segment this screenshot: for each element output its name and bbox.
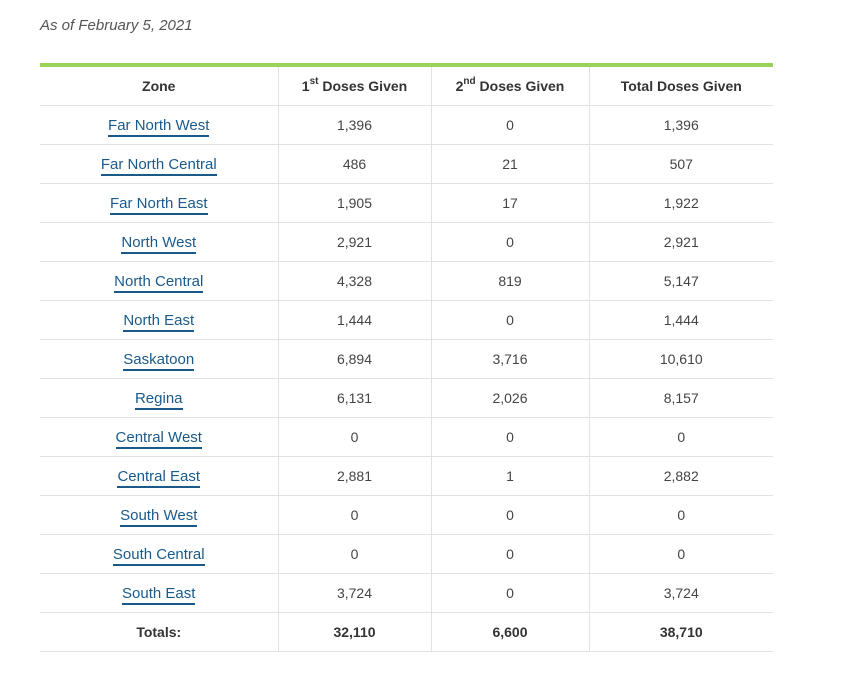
table-row: Regina 6,131 2,026 8,157	[40, 378, 773, 418]
total-doses-cell: 3,724	[588, 573, 773, 613]
total-doses-cell: 10,610	[588, 339, 773, 379]
zone-link[interactable]: Central East	[117, 467, 201, 488]
table-row: South East 3,724 0 3,724	[40, 573, 773, 613]
first-doses-cell: 6,131	[277, 378, 431, 418]
zone-link[interactable]: North East	[123, 311, 195, 332]
first-doses-cell: 6,894	[277, 339, 431, 379]
totals-first: 32,110	[277, 612, 431, 652]
table-row: South West 0 0 0	[40, 495, 773, 535]
table-row: Far North Central 486 21 507	[40, 144, 773, 184]
total-doses-cell: 2,921	[588, 222, 773, 262]
zone-cell: South East	[40, 573, 278, 613]
table-row: Saskatoon 6,894 3,716 10,610	[40, 339, 773, 379]
table-row: North East 1,444 0 1,444	[40, 300, 773, 340]
total-doses-cell: 1,396	[588, 105, 773, 145]
zone-link[interactable]: North Central	[114, 272, 204, 293]
zone-link[interactable]: South Central	[112, 545, 205, 566]
zone-link[interactable]: Far North Central	[100, 155, 217, 176]
table-row: North Central 4,328 819 5,147	[40, 261, 773, 301]
table-row: Central East 2,881 1 2,882	[40, 456, 773, 496]
header-second-doses: 2nd Doses Given	[430, 67, 589, 106]
second-doses-cell: 17	[430, 183, 589, 223]
table-row: Far North West 1,396 0 1,396	[40, 105, 773, 145]
total-doses-cell: 1,444	[588, 300, 773, 340]
zone-cell: North East	[40, 300, 278, 340]
total-doses-cell: 507	[588, 144, 773, 184]
first-doses-cell: 1,444	[277, 300, 431, 340]
zone-link[interactable]: Far North West	[108, 116, 210, 137]
doses-table: Zone 1st Doses Given 2nd Doses Given Tot…	[40, 67, 773, 652]
total-doses-cell: 2,882	[588, 456, 773, 496]
totals-row: Totals: 32,110 6,600 38,710	[40, 612, 773, 652]
second-doses-cell: 0	[430, 300, 589, 340]
first-doses-cell: 3,724	[277, 573, 431, 613]
first-doses-cell: 1,905	[277, 183, 431, 223]
zone-cell: Central West	[40, 417, 278, 457]
totals-total: 38,710	[588, 612, 773, 652]
second-doses-cell: 21	[430, 144, 589, 184]
totals-second: 6,600	[430, 612, 589, 652]
zone-cell: South Central	[40, 534, 278, 574]
second-doses-cell: 2,026	[430, 378, 589, 418]
first-doses-cell: 2,921	[277, 222, 431, 262]
first-doses-cell: 1,396	[277, 105, 431, 145]
zone-link[interactable]: South East	[122, 584, 196, 605]
zone-link[interactable]: North West	[121, 233, 197, 254]
zone-link[interactable]: South West	[120, 506, 198, 527]
second-doses-cell: 0	[430, 534, 589, 574]
table-row: Central West 0 0 0	[40, 417, 773, 457]
second-doses-cell: 3,716	[430, 339, 589, 379]
table-header-row: Zone 1st Doses Given 2nd Doses Given Tot…	[40, 67, 773, 106]
total-doses-cell: 0	[588, 495, 773, 535]
zone-cell: North West	[40, 222, 278, 262]
table-row: North West 2,921 0 2,921	[40, 222, 773, 262]
totals-label: Totals:	[40, 612, 278, 652]
total-doses-cell: 0	[588, 534, 773, 574]
second-doses-cell: 0	[430, 222, 589, 262]
doses-table-container: Zone 1st Doses Given 2nd Doses Given Tot…	[40, 63, 773, 652]
first-doses-cell: 2,881	[277, 456, 431, 496]
first-doses-cell: 0	[277, 495, 431, 535]
second-doses-cell: 819	[430, 261, 589, 301]
zone-cell: Far North West	[40, 105, 278, 145]
zone-cell: Far North Central	[40, 144, 278, 184]
table-row: Far North East 1,905 17 1,922	[40, 183, 773, 223]
zone-cell: Central East	[40, 456, 278, 496]
as-of-date: As of February 5, 2021	[40, 17, 193, 34]
second-doses-cell: 0	[430, 573, 589, 613]
total-doses-cell: 8,157	[588, 378, 773, 418]
zone-link[interactable]: Saskatoon	[123, 350, 195, 371]
total-doses-cell: 5,147	[588, 261, 773, 301]
second-doses-cell: 0	[430, 495, 589, 535]
zone-link[interactable]: Far North East	[109, 194, 208, 215]
table-body: Far North West 1,396 0 1,396 Far North Centr…	[40, 105, 773, 613]
first-doses-cell: 0	[277, 417, 431, 457]
first-doses-cell: 486	[277, 144, 431, 184]
zone-cell: South West	[40, 495, 278, 535]
table-row: South Central 0 0 0	[40, 534, 773, 574]
header-total-doses: Total Doses Given	[588, 67, 773, 106]
second-doses-cell: 0	[430, 417, 589, 457]
zone-cell: Regina	[40, 378, 278, 418]
first-doses-cell: 4,328	[277, 261, 431, 301]
zone-link[interactable]: Central West	[115, 428, 202, 449]
zone-cell: Far North East	[40, 183, 278, 223]
total-doses-cell: 1,922	[588, 183, 773, 223]
header-first-doses: 1st Doses Given	[277, 67, 431, 106]
second-doses-cell: 0	[430, 105, 589, 145]
zone-cell: Saskatoon	[40, 339, 278, 379]
zone-cell: North Central	[40, 261, 278, 301]
table-accent-bar	[40, 63, 773, 67]
second-doses-cell: 1	[430, 456, 589, 496]
total-doses-cell: 0	[588, 417, 773, 457]
zone-link[interactable]: Regina	[134, 389, 183, 410]
first-doses-cell: 0	[277, 534, 431, 574]
header-zone: Zone	[40, 67, 278, 106]
